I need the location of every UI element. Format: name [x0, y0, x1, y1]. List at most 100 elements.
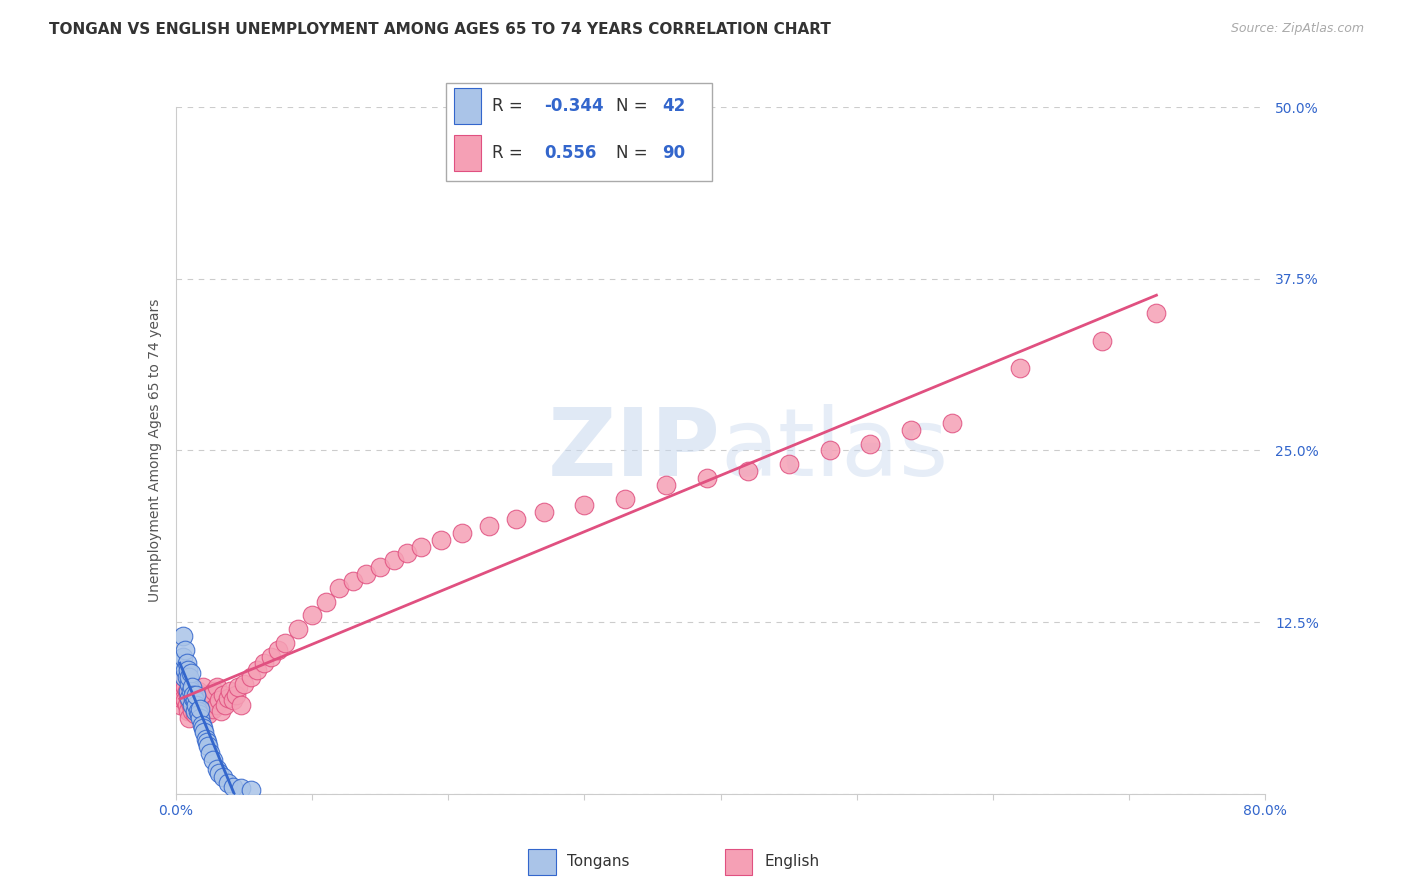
- Point: [183, 690, 205, 705]
- Point: [202, 683, 225, 698]
- Point: [191, 680, 214, 694]
- Point: [174, 680, 197, 694]
- Point: [246, 663, 269, 677]
- Point: [193, 725, 215, 739]
- Point: [180, 665, 202, 680]
- Point: [209, 705, 232, 719]
- Point: [200, 688, 222, 702]
- Point: [180, 698, 202, 712]
- Point: [186, 688, 208, 702]
- Point: [187, 707, 209, 722]
- Point: [219, 683, 242, 698]
- Point: [533, 505, 555, 519]
- Point: [179, 670, 201, 684]
- Point: [170, 690, 193, 705]
- Point: [614, 491, 637, 506]
- Point: [174, 693, 197, 707]
- Point: [214, 698, 236, 712]
- Point: [187, 707, 209, 722]
- Point: [201, 702, 224, 716]
- FancyBboxPatch shape: [454, 88, 481, 124]
- Point: [228, 680, 250, 694]
- Point: [859, 436, 882, 450]
- Point: [1091, 334, 1114, 348]
- Point: [396, 546, 419, 561]
- Point: [179, 680, 201, 694]
- Point: [173, 670, 195, 684]
- Text: TONGAN VS ENGLISH UNEMPLOYMENT AMONG AGES 65 TO 74 YEARS CORRELATION CHART: TONGAN VS ENGLISH UNEMPLOYMENT AMONG AGE…: [49, 22, 831, 37]
- Point: [181, 690, 204, 705]
- Point: [231, 781, 253, 796]
- Text: N =: N =: [616, 144, 652, 161]
- Point: [191, 721, 214, 735]
- Point: [655, 478, 678, 492]
- Point: [778, 457, 800, 471]
- Point: [186, 702, 208, 716]
- FancyBboxPatch shape: [725, 849, 752, 875]
- Point: [179, 690, 201, 705]
- Point: [180, 683, 202, 698]
- Point: [197, 707, 219, 722]
- Point: [356, 567, 378, 582]
- Point: [818, 443, 841, 458]
- Point: [239, 782, 262, 797]
- Point: [177, 663, 200, 677]
- Point: [232, 677, 254, 691]
- Point: [222, 693, 245, 707]
- Point: [173, 690, 195, 705]
- Point: [239, 670, 262, 684]
- Text: N =: N =: [616, 97, 652, 115]
- Point: [195, 698, 218, 712]
- Point: [267, 642, 290, 657]
- Point: [174, 642, 197, 657]
- Text: R =: R =: [492, 144, 533, 161]
- Point: [217, 690, 239, 705]
- Point: [941, 416, 963, 430]
- Point: [187, 693, 209, 707]
- Point: [253, 657, 276, 671]
- Point: [382, 553, 405, 567]
- Point: [174, 663, 197, 677]
- Point: [198, 693, 221, 707]
- Point: [696, 471, 718, 485]
- Point: [172, 683, 194, 698]
- Point: [287, 622, 309, 636]
- Y-axis label: Unemployment Among Ages 65 to 74 years: Unemployment Among Ages 65 to 74 years: [148, 299, 162, 602]
- Point: [194, 690, 217, 705]
- Point: [208, 693, 231, 707]
- Point: [195, 734, 218, 748]
- Point: [183, 698, 205, 712]
- Point: [212, 771, 235, 785]
- Point: [301, 608, 323, 623]
- Point: [193, 705, 215, 719]
- Point: [368, 560, 391, 574]
- Point: [180, 683, 202, 698]
- Point: [342, 574, 364, 588]
- Point: [176, 698, 198, 712]
- Point: [505, 512, 527, 526]
- Point: [176, 670, 198, 684]
- Point: [1144, 306, 1167, 320]
- Point: [179, 711, 201, 725]
- Point: [184, 693, 207, 707]
- Point: [212, 688, 235, 702]
- Point: [430, 533, 453, 547]
- Point: [574, 499, 596, 513]
- Point: [186, 698, 208, 712]
- Text: atlas: atlas: [721, 404, 949, 497]
- Point: [186, 705, 209, 719]
- Text: Source: ZipAtlas.com: Source: ZipAtlas.com: [1230, 22, 1364, 36]
- Text: ZIP: ZIP: [548, 404, 721, 497]
- Point: [186, 688, 208, 702]
- Text: 42: 42: [662, 97, 686, 115]
- Point: [478, 519, 501, 533]
- Point: [198, 746, 221, 760]
- Point: [205, 762, 228, 776]
- Point: [183, 688, 205, 702]
- Point: [231, 698, 253, 712]
- Point: [450, 525, 472, 540]
- Point: [169, 698, 191, 712]
- Point: [197, 739, 219, 753]
- Point: [177, 705, 200, 719]
- Point: [176, 670, 198, 684]
